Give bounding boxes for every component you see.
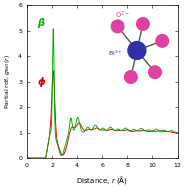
X-axis label: Distance, $r$ (Å): Distance, $r$ (Å) bbox=[76, 174, 128, 186]
Y-axis label: Partial rdf, $g_{\mathrm{BiO}}(r)$: Partial rdf, $g_{\mathrm{BiO}}(r)$ bbox=[4, 54, 12, 109]
Text: Bi$^{3+}$: Bi$^{3+}$ bbox=[108, 48, 123, 57]
Text: O$^{2-}$: O$^{2-}$ bbox=[115, 10, 130, 21]
Text: β: β bbox=[37, 18, 44, 28]
Text: ϕ: ϕ bbox=[37, 76, 45, 87]
